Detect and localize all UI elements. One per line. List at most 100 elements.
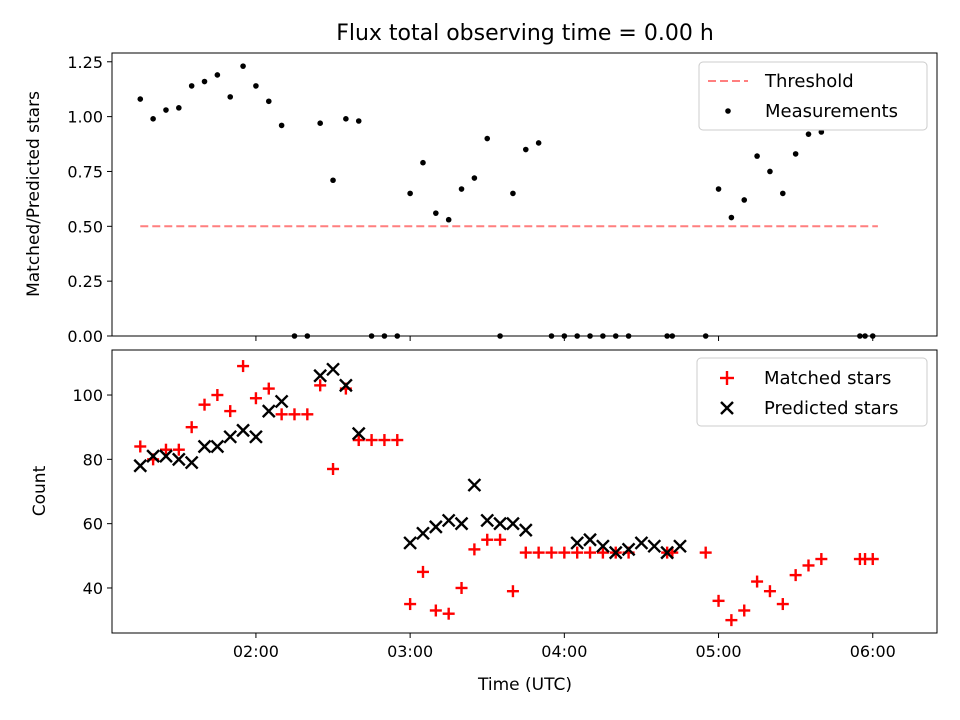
measurement-point	[792, 151, 799, 157]
predicted-point	[210, 439, 225, 454]
measurement-point	[664, 333, 670, 339]
measurement-point	[715, 186, 722, 192]
measurement-point	[227, 94, 234, 100]
measurement-point	[702, 333, 709, 339]
measurement-point	[317, 120, 323, 127]
matched-point	[365, 434, 378, 447]
ratio-y-ticks: 0.00 0.25 0.50 0.75 1.00 1.25	[67, 53, 112, 346]
measurement-point	[484, 135, 491, 142]
predicted-point	[506, 516, 520, 531]
predicted-point	[428, 520, 443, 534]
measurement-point	[420, 159, 426, 166]
measurement-point	[240, 63, 246, 69]
ratio-legend: Threshold Measurements	[698, 61, 928, 131]
predicted-point	[313, 368, 328, 383]
count-panel: 40 60 80 100 02:00 03:00 04:00 05:00 06:00 Coun…	[30, 349, 938, 695]
matched-point	[494, 533, 507, 546]
legend-matched-swatch	[720, 371, 734, 385]
count-legend-box	[696, 357, 928, 427]
predicted-point	[608, 545, 623, 560]
x-tick-label: 03:00	[387, 642, 433, 661]
predicted-point	[171, 452, 186, 467]
matched-point	[327, 462, 340, 475]
measurement-point	[612, 333, 619, 339]
x-tick-label: 06:00	[850, 642, 896, 661]
y-tick-label: 0.25	[67, 272, 103, 291]
legend-measurements-swatch	[725, 108, 731, 114]
legend-matched-label: Matched stars	[764, 368, 891, 389]
measurement-point	[522, 146, 529, 153]
matched-point	[763, 585, 776, 598]
predicted-point	[403, 536, 417, 550]
y-tick-label: 100	[72, 386, 103, 405]
predicted-point	[493, 516, 507, 531]
predicted-point	[184, 455, 199, 470]
y-tick-label: 0.00	[67, 327, 103, 346]
predicted-point	[660, 545, 674, 560]
matched-point	[506, 585, 519, 598]
predicted-point	[197, 439, 212, 454]
matched-point	[751, 575, 764, 588]
matched-point	[584, 546, 597, 559]
measurement-point	[600, 333, 606, 339]
predicted-point	[454, 516, 469, 531]
measurement-point	[754, 153, 760, 159]
measurement-point	[767, 168, 773, 175]
y-tick-label: 0.50	[67, 217, 103, 236]
matched-point	[596, 546, 609, 559]
measurement-point	[381, 333, 388, 339]
measurement-point	[163, 107, 169, 113]
predicted-point	[133, 458, 148, 473]
measurement-point	[625, 333, 632, 339]
measurement-point	[548, 333, 555, 339]
predicted-point	[621, 542, 636, 557]
predicted-point	[634, 536, 649, 550]
matched-point	[314, 379, 327, 392]
count-y-ticks: 40 60 80 100	[72, 386, 112, 598]
measurement-point	[304, 333, 311, 339]
predicted-point	[236, 423, 250, 438]
measurement-point	[278, 122, 285, 129]
count-marks	[133, 360, 879, 627]
matched-point	[378, 434, 391, 447]
measurement-point	[458, 186, 465, 192]
matched-point	[159, 443, 172, 456]
count-legend: Matched stars Predicted stars	[696, 357, 928, 427]
predicted-point	[416, 526, 430, 541]
y-tick-label: 1.25	[67, 53, 103, 72]
measurement-point	[587, 333, 593, 339]
matched-point	[725, 614, 738, 627]
matched-point	[558, 546, 571, 559]
measurement-point	[176, 105, 182, 111]
measurement-point	[574, 333, 580, 339]
predicted-point	[441, 513, 456, 528]
matched-point	[532, 546, 545, 559]
count-y-axis-label: Count	[30, 465, 50, 516]
measurement-point	[445, 216, 452, 223]
matched-point	[288, 408, 301, 421]
measurement-point	[805, 131, 812, 137]
matched-point	[481, 533, 494, 546]
count-x-ticks: 02:00 03:00 04:00 05:00 06:00	[233, 633, 896, 661]
matched-point	[404, 598, 417, 611]
matched-point	[776, 598, 789, 611]
predicted-point	[249, 429, 263, 444]
predicted-point	[159, 449, 173, 463]
predicted-point	[480, 513, 495, 528]
measurement-point	[862, 333, 868, 339]
matched-point	[352, 434, 365, 447]
matched-point	[429, 604, 442, 617]
measurement-point	[741, 197, 748, 203]
matched-point	[134, 440, 147, 453]
measurement-point	[150, 116, 156, 122]
ratio-legend-box	[698, 61, 928, 131]
ratio-panel: 0.00 0.25 0.50 0.75 1.00 1.25 Matched/Predict…	[24, 52, 938, 346]
matched-point	[442, 607, 455, 620]
predicted-point	[326, 362, 340, 377]
y-tick-label: 1.00	[67, 108, 103, 127]
matched-point	[237, 360, 250, 373]
measurement-point	[214, 72, 221, 78]
measurement-point	[137, 96, 144, 102]
figure-title: Flux total observing time = 0.00 h	[336, 21, 714, 46]
